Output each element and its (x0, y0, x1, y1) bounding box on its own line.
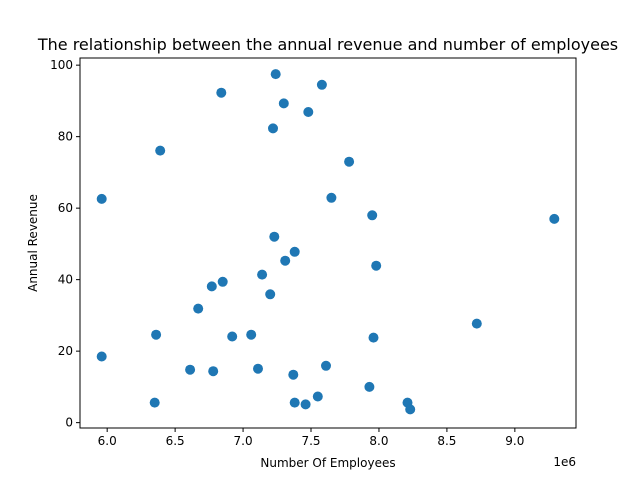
data-point (206, 281, 217, 292)
data-point (217, 276, 228, 287)
data-point (280, 255, 291, 266)
x-axis-label: Number Of Employees (260, 456, 395, 470)
x-tick-label: 6.5 (166, 434, 185, 448)
data-point (364, 381, 375, 392)
data-point (316, 79, 327, 90)
data-point (344, 156, 355, 167)
data-point (289, 246, 300, 257)
data-point (405, 404, 416, 415)
data-point (193, 303, 204, 314)
data-point (278, 98, 289, 109)
data-point (155, 145, 166, 156)
x-axis-offset-label: 1e6 (553, 455, 576, 469)
points-layer (96, 69, 560, 415)
plot-frame (79, 57, 577, 429)
data-point (321, 360, 331, 371)
data-point (270, 69, 281, 80)
y-axis-label: Annual Revenue (26, 194, 40, 292)
x-tick-label: 7.0 (234, 434, 253, 448)
y-tick-label: 100 (50, 58, 73, 72)
data-point (216, 87, 227, 98)
data-point (288, 369, 299, 380)
x-tick-label: 8.5 (437, 434, 456, 448)
x-tick-label: 6.0 (98, 434, 117, 448)
x-tick-label: 8.0 (369, 434, 388, 448)
data-point (367, 210, 378, 221)
data-point (300, 399, 311, 410)
data-point (246, 329, 257, 340)
y-tick-label: 80 (58, 130, 73, 144)
data-point (312, 391, 323, 402)
data-point (96, 193, 107, 204)
chart-title: The relationship between the annual reve… (37, 35, 618, 54)
data-point (253, 363, 263, 374)
y-tick-label: 20 (58, 344, 73, 358)
y-tick-label: 40 (58, 273, 73, 287)
data-point (268, 123, 278, 134)
data-point (549, 213, 560, 224)
data-point (227, 331, 238, 342)
data-point (471, 318, 482, 329)
data-point (257, 269, 268, 280)
y-tick-label: 0 (65, 416, 73, 430)
data-point (149, 397, 160, 408)
data-point (326, 192, 337, 203)
data-point (265, 289, 276, 300)
x-tick-label: 9.0 (505, 434, 524, 448)
y-tick-label: 60 (58, 201, 73, 215)
data-point (303, 107, 314, 117)
data-point (289, 397, 300, 408)
data-point (151, 329, 162, 340)
data-point (96, 351, 107, 362)
x-tick-label: 7.5 (301, 434, 320, 448)
x-axis: 6.0 6.5 7.0 7.5 8.0 8.5 9.0 (98, 428, 524, 448)
data-point (208, 366, 219, 377)
data-point (185, 364, 196, 375)
data-point (368, 332, 379, 343)
data-point (269, 231, 280, 242)
y-axis: 0 20 40 60 80 100 (50, 58, 80, 430)
data-point (371, 260, 382, 271)
